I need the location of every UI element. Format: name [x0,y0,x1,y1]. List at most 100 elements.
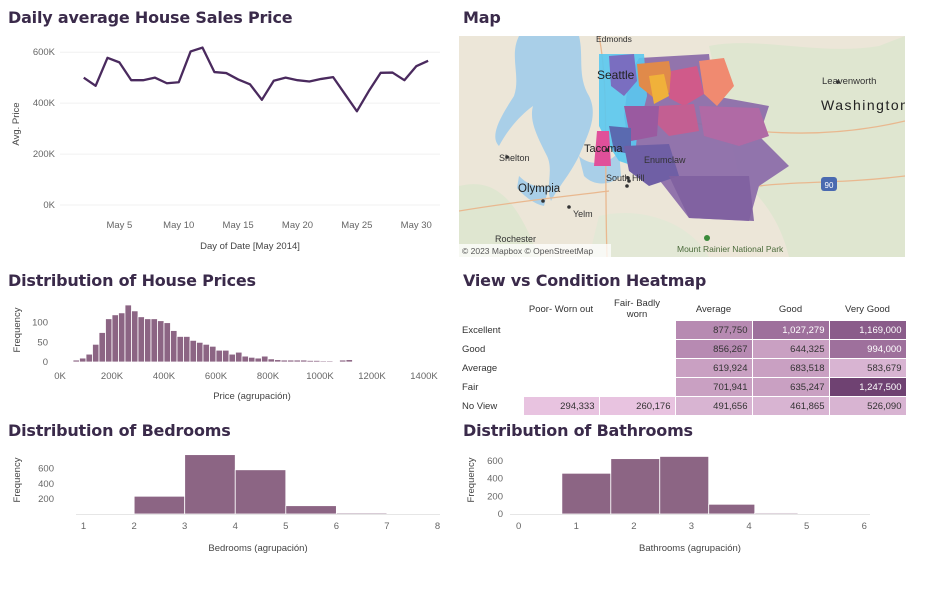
price-bar [124,304,132,363]
price-bar [150,318,158,363]
heatmap-cell[interactable] [522,339,600,359]
view-condition-heatmap[interactable]: Poor- Worn out Fair- Badly worn Average … [459,298,907,416]
map-label-i90: 90 [825,181,834,190]
map-label-olympia: Olympia [518,183,561,195]
price-bar [280,359,288,363]
price-bar [202,343,210,363]
heatmap-row: Fair 701,941 635,247 1,247,500 [459,377,907,397]
map-label-seattle: Seattle [597,68,635,82]
price-bar [345,359,353,363]
price-bar [189,339,197,363]
x-tick-label: May 10 [163,220,194,231]
price-bar [176,336,184,363]
y-tick-label: 0K [43,200,55,211]
heatmap-title: View vs Condition Heatmap [463,271,707,290]
heatmap-cell[interactable] [598,377,676,397]
y-tick-label: 400 [38,479,54,490]
x-tick-label: 2 [131,521,136,532]
x-tick-label: 1 [81,521,86,532]
price-bar [319,360,327,363]
heatmap-cell[interactable]: 583,679 [828,358,907,378]
price-bar [287,359,295,363]
heatmap-cell[interactable]: 644,325 [751,339,830,359]
x-tick-label: 1000K [306,371,334,382]
bedrooms-bar [83,512,135,515]
y-tick-label: 600K [33,47,56,58]
heatmap-cell[interactable]: 461,865 [751,396,830,416]
heatmap-cell[interactable]: 683,518 [751,358,830,378]
bathrooms-bar [610,458,661,515]
bedrooms-bar [184,454,236,515]
x-tick-label: 4 [233,521,238,532]
price-bar [137,316,145,363]
heatmap-cell[interactable]: 491,656 [674,396,753,416]
x-tick-label: 1400K [410,371,438,382]
y-tick-label: 200K [33,149,56,160]
heatmap-cell[interactable] [522,320,600,340]
interstate-90-shield [821,177,837,191]
heatmap-cell[interactable] [598,339,676,359]
x-axis-label: Day of Date [May 2014] [200,241,300,252]
y-tick-label: 50 [37,337,48,348]
heatmap-row-label: Average [462,362,498,374]
y-axis-label: Frequency [12,307,23,352]
heatmap-cell[interactable] [522,358,600,378]
price-bar [163,322,171,363]
heatmap-cell[interactable]: 701,941 [674,377,753,397]
x-tick-label: May 25 [341,220,372,231]
price-bar [79,357,87,363]
map-label-rochester: Rochester [495,234,536,244]
price-bar [293,359,301,363]
heatmap-cell[interactable]: 994,000 [828,339,907,359]
heatmap-cell[interactable]: 526,090 [828,396,907,416]
daily-price-line-chart[interactable]: 0K 200K 400K 600K May 5 May 10 May 15 May 20 May… [0,34,455,259]
map-label-washington: Washington [821,97,905,113]
heatmap-cell[interactable]: 1,247,500 [828,377,907,397]
heatmap-cell[interactable]: 1,027,279 [751,320,830,340]
price-bar [98,332,106,363]
x-axis-label: Price (agrupación) [213,391,291,402]
heatmap-cell[interactable]: 619,924 [674,358,753,378]
bedrooms-histogram[interactable]: 200 400 600 1 2 3 4 5 6 7 8 Bedrooms (agrupación) Fr… [0,445,455,560]
map-canvas: 90 Edmonds Seattle Leavenworth Washingto… [459,36,905,257]
x-tick-label: May 20 [282,220,313,231]
heatmap-row-label: Excellent [462,324,501,336]
heatmap-cell[interactable] [598,320,676,340]
heatmap-row: Good 856,267 644,325 994,000 [459,339,907,359]
price-bar [228,353,236,363]
map-label-edmonds: Edmonds [596,36,632,44]
heatmap-cell[interactable] [598,358,676,378]
y-tick-label: 200 [487,491,503,502]
heatmap-cell[interactable]: 260,176 [598,396,676,416]
x-tick-label: 5 [804,521,809,532]
heatmap-cell[interactable]: 1,169,000 [828,320,907,340]
x-axis-label: Bathrooms (agrupación) [639,543,741,554]
map-label-enumclaw: Enumclaw [644,155,686,165]
heatmap-cell[interactable]: 294,333 [522,396,600,416]
price-bar [131,310,139,363]
x-tick-label: May 15 [223,220,254,231]
x-tick-label: May 30 [401,220,432,231]
x-tick-label: 3 [689,521,694,532]
price-bar [144,318,152,363]
price-bar [306,360,314,363]
price-bar [300,359,308,363]
heatmap-cell[interactable] [522,377,600,397]
price-bar [235,351,243,363]
bathrooms-title: Distribution of Bathrooms [463,421,693,440]
bathrooms-histogram[interactable]: 0 200 400 600 0 1 2 3 4 5 6 Bathrooms (agrupación) F… [455,445,930,560]
x-axis-label: Bedrooms (agrupación) [208,543,307,554]
heatmap-cell[interactable]: 877,750 [674,320,753,340]
price-bar [85,353,93,363]
bedrooms-bar [133,495,186,515]
y-axis-label: Avg. Price [11,102,22,145]
heatmap-col-header: Very Good [845,303,890,315]
heatmap-cell[interactable]: 856,267 [674,339,753,359]
x-tick-label: 0 [516,521,521,532]
map-label-south-hill: South Hill [606,173,645,183]
heatmap-cell[interactable]: 635,247 [751,377,830,397]
x-tick-label: 1 [574,521,579,532]
bedrooms-bar [335,512,388,515]
house-map[interactable]: 90 Edmonds Seattle Leavenworth Washingto… [459,36,905,257]
